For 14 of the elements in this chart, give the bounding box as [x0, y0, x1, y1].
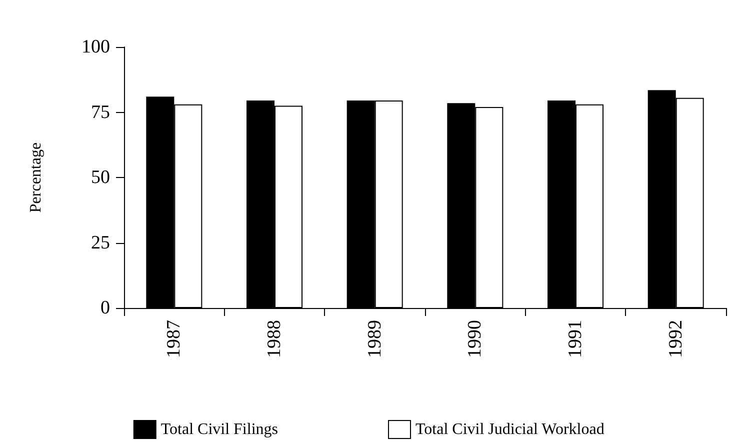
legend-label: Total Civil Judicial Workload — [416, 421, 604, 438]
x-tick-label: 1992 — [665, 320, 686, 358]
x-tick-label: 1991 — [565, 320, 586, 358]
legend-label: Total Civil Filings — [160, 421, 278, 438]
y-tick-label: 100 — [82, 36, 110, 58]
y-axis-title: Percentage — [28, 142, 44, 213]
y-tick-label: 0 — [100, 298, 110, 318]
x-tick-label: 1988 — [264, 320, 285, 358]
x-tick-label: 1990 — [464, 320, 486, 358]
y-tick-label: 75 — [91, 102, 110, 123]
y-tick-label: 25 — [91, 232, 110, 254]
y-tick-label: 50 — [91, 167, 110, 188]
x-tick-label: 1989 — [364, 320, 386, 358]
x-tick-label: 1987 — [164, 320, 185, 358]
